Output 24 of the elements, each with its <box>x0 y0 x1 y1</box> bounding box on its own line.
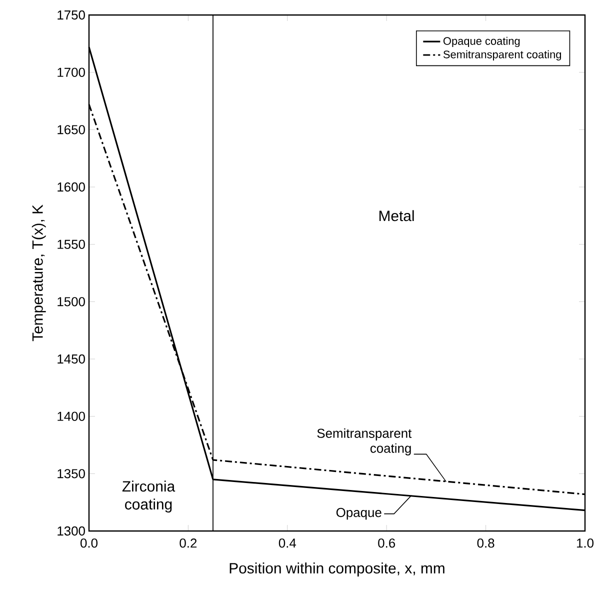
x-tick-label: 0.0 <box>80 538 98 548</box>
x-tick-label: 1.0 <box>576 538 594 548</box>
annotation: Semitransparent coating <box>317 428 412 456</box>
y-tick-label: 1750 <box>58 10 85 20</box>
y-tick-label: 1700 <box>58 68 85 77</box>
y-tick-label: 1550 <box>58 240 85 249</box>
y-axis-title: Temperature, T(x), K <box>32 204 46 342</box>
x-tick-label: 0.4 <box>278 538 296 548</box>
x-axis-title: Position within composite, x, mm <box>230 562 444 576</box>
annotation: Zirconia coating <box>122 480 176 513</box>
y-tick-label: 1650 <box>58 125 85 134</box>
x-tick-label: 0.8 <box>477 538 494 548</box>
y-tick-label: 1350 <box>58 469 85 478</box>
x-tick-label: 0.2 <box>180 538 197 548</box>
annotation: Opaque <box>336 508 382 520</box>
annotation: Metal <box>379 210 414 222</box>
y-tick-label: 1600 <box>58 182 85 192</box>
y-tick-label: 1450 <box>58 354 85 364</box>
legend-label: Semitransparent coating <box>443 50 562 60</box>
y-tick-label: 1300 <box>58 526 85 536</box>
legend-label: Opaque coating <box>443 36 520 48</box>
y-tick-label: 1500 <box>58 297 85 306</box>
x-tick-label: 0.6 <box>378 538 396 548</box>
y-tick-label: 1400 <box>58 412 85 421</box>
